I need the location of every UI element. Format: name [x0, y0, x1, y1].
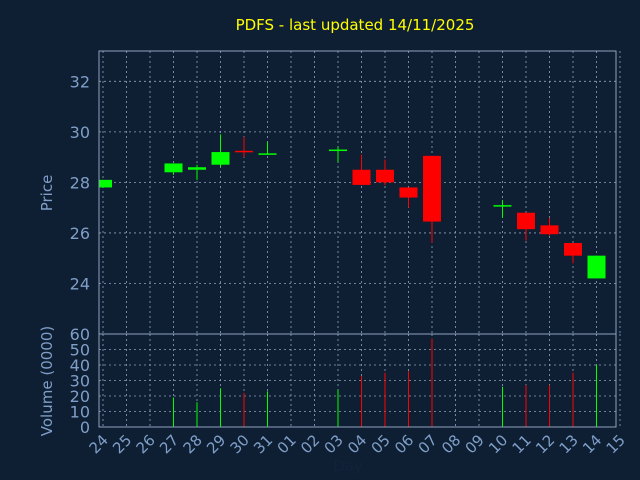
candle-body-04	[352, 169, 371, 185]
price-tick-label: 24	[70, 274, 90, 293]
price-tick-label: 26	[70, 224, 90, 243]
chart-title: PDFS - last updated 14/11/2025	[236, 16, 475, 34]
candle-body-12	[540, 225, 559, 235]
candle-body-03	[329, 149, 347, 152]
candle-body-07	[423, 155, 441, 222]
candle-body-28	[188, 167, 206, 170]
price-gridlines	[99, 80, 616, 284]
candle-body-31	[258, 153, 277, 155]
candle-body-11	[517, 212, 535, 230]
volume-tick-label: 20	[70, 387, 90, 406]
volume-tick-label: 40	[70, 356, 90, 375]
volume-bars	[173, 338, 597, 427]
volume-tick-label: 30	[70, 372, 90, 391]
candle-body-24	[99, 179, 112, 188]
x-axis-label: Day	[333, 457, 363, 475]
price-tick-labels: 24 26 28 30 32	[70, 72, 90, 293]
price-tick-label: 30	[70, 123, 90, 142]
candle-body-06	[399, 187, 418, 198]
candle-body-27	[164, 163, 183, 173]
volume-plot-frame	[98, 333, 617, 428]
price-axis-label: Price	[38, 175, 56, 212]
candle-body-14	[587, 255, 606, 279]
candle-body-10	[493, 205, 512, 207]
volume-tick-label: 60	[70, 325, 90, 344]
candle-body-05	[376, 169, 394, 183]
volume-tick-label: 0	[80, 418, 90, 437]
x-tick-labels: 2425262728293031010203040506070809101112…	[86, 431, 629, 457]
volume-axis-label: Volume (0000)	[38, 326, 56, 436]
price-candles	[99, 134, 606, 279]
price-panel: 24 26 28 30 32	[70, 50, 621, 335]
volume-tick-label: 10	[70, 403, 90, 422]
volume-gridlines	[99, 349, 616, 412]
candle-body-13	[564, 243, 582, 256]
price-tick-label: 28	[70, 173, 90, 192]
volume-tick-label: 50	[70, 341, 90, 360]
candle-body-30	[235, 150, 253, 153]
price-tick-label: 32	[70, 72, 90, 91]
candle-body-29	[211, 152, 230, 165]
